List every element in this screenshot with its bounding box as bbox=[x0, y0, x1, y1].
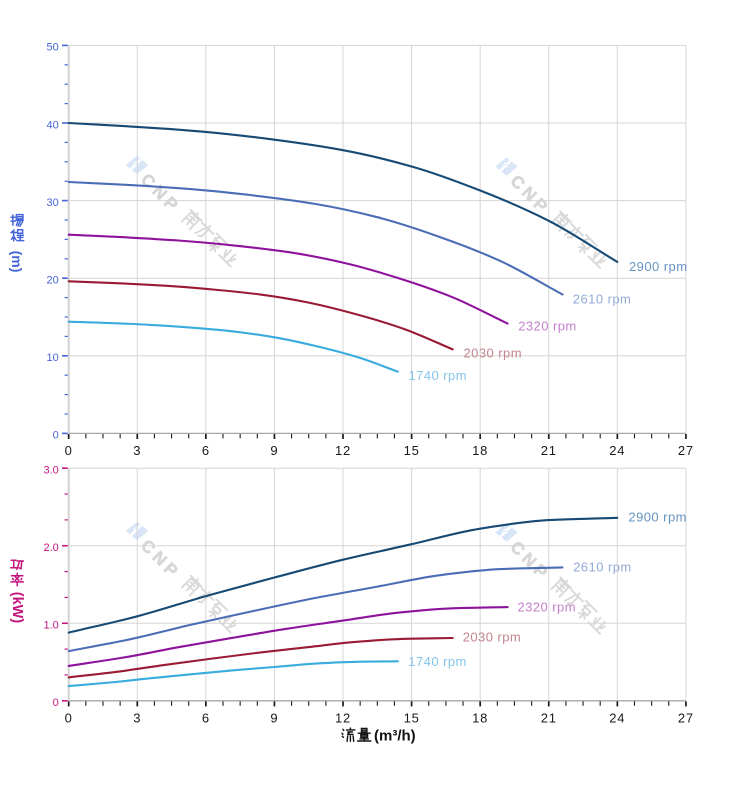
svg-text:12: 12 bbox=[335, 443, 351, 458]
svg-text:0: 0 bbox=[65, 443, 73, 458]
svg-text:9: 9 bbox=[270, 710, 278, 725]
svg-text:21: 21 bbox=[541, 443, 557, 458]
svg-text:2320 rpm: 2320 rpm bbox=[518, 600, 577, 615]
svg-text:2900 rpm: 2900 rpm bbox=[629, 259, 688, 274]
svg-text:0: 0 bbox=[53, 430, 59, 442]
svg-text:0: 0 bbox=[65, 710, 73, 725]
svg-text:3: 3 bbox=[133, 443, 141, 458]
svg-text:1.0: 1.0 bbox=[44, 620, 59, 632]
svg-text:18: 18 bbox=[472, 443, 488, 458]
svg-text:24: 24 bbox=[609, 443, 625, 458]
svg-text:6: 6 bbox=[202, 443, 210, 458]
svg-text:(m): (m) bbox=[9, 251, 25, 273]
svg-text:2610 rpm: 2610 rpm bbox=[573, 292, 632, 307]
svg-text:2610 rpm: 2610 rpm bbox=[573, 560, 632, 575]
svg-text:20: 20 bbox=[47, 275, 59, 287]
svg-text:1740 rpm: 1740 rpm bbox=[409, 368, 468, 383]
svg-text:15: 15 bbox=[404, 443, 420, 458]
svg-text:(kW): (kW) bbox=[9, 592, 25, 624]
svg-text:24: 24 bbox=[609, 710, 625, 725]
svg-text:3: 3 bbox=[133, 710, 141, 725]
svg-text:2900 rpm: 2900 rpm bbox=[628, 510, 687, 525]
svg-text:2030 rpm: 2030 rpm bbox=[464, 346, 523, 361]
svg-text:27: 27 bbox=[678, 710, 694, 725]
svg-text:30: 30 bbox=[47, 197, 59, 209]
svg-text:18: 18 bbox=[472, 710, 488, 725]
svg-text:9: 9 bbox=[270, 443, 278, 458]
svg-text:15: 15 bbox=[404, 710, 420, 725]
svg-text:2320 rpm: 2320 rpm bbox=[518, 318, 577, 333]
svg-text:50: 50 bbox=[47, 42, 59, 54]
svg-text:(m³/h): (m³/h) bbox=[374, 727, 416, 744]
svg-text:27: 27 bbox=[678, 443, 694, 458]
svg-text:2030 rpm: 2030 rpm bbox=[463, 629, 522, 644]
svg-text:21: 21 bbox=[541, 710, 557, 725]
svg-text:2.0: 2.0 bbox=[44, 542, 59, 554]
svg-text:12: 12 bbox=[335, 710, 351, 725]
svg-text:10: 10 bbox=[47, 352, 59, 364]
svg-text:3.0: 3.0 bbox=[44, 465, 59, 477]
svg-text:1740 rpm: 1740 rpm bbox=[408, 654, 467, 669]
svg-text:6: 6 bbox=[202, 710, 210, 725]
svg-text:40: 40 bbox=[47, 119, 59, 131]
svg-text:0: 0 bbox=[53, 697, 59, 709]
